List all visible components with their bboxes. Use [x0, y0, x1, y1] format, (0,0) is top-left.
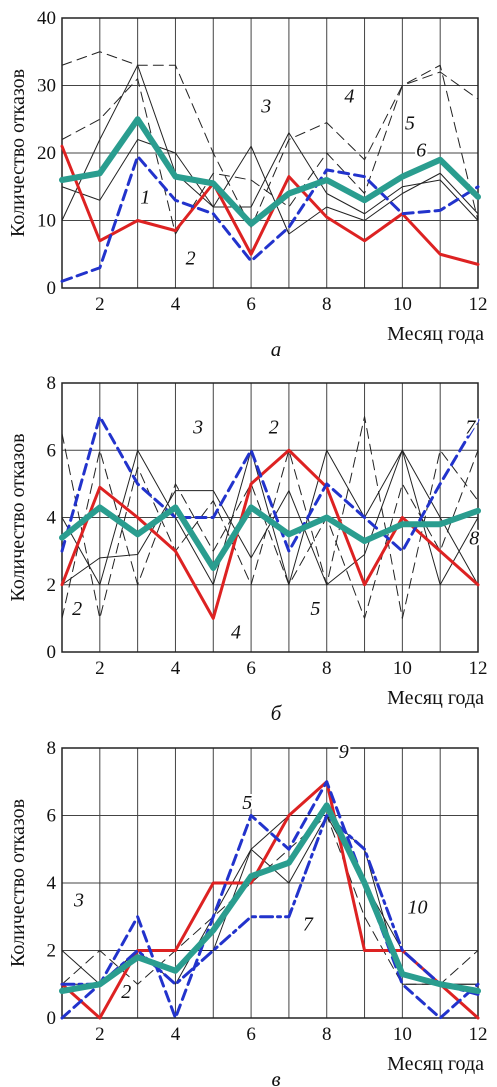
curve-number-label: 2 — [72, 598, 82, 620]
x-tick-label: 4 — [171, 1024, 181, 1045]
chart-panel-3: 0 2 4 6 8 2 4 6 8 10 12 Месяц года Количество отказо… — [7, 738, 488, 1087]
x-tick-label: 12 — [469, 658, 488, 679]
curve-number-label: 6 — [416, 139, 426, 161]
y-tick-label: 0 — [47, 1008, 57, 1029]
x-tick-label: 2 — [95, 658, 105, 679]
curve-number-label: 7 — [465, 416, 476, 438]
x-tick-label: 8 — [322, 1024, 332, 1045]
y-axis-title: Количество отказов — [7, 799, 29, 967]
series-line-2 — [60, 415, 480, 553]
y-tick-label: 2 — [47, 941, 57, 962]
y-tick-label: 20 — [37, 143, 56, 164]
y-tick-label: 6 — [47, 440, 57, 461]
x-tick-label: 12 — [469, 1024, 488, 1045]
y-tick-label: 0 — [47, 278, 57, 299]
curve-number-label: 10 — [407, 896, 427, 918]
y-tick-label: 6 — [47, 806, 57, 827]
curve-number-label: 5 — [242, 792, 252, 814]
series-line-4 — [59, 802, 481, 994]
series-line-5 — [61, 64, 479, 235]
x-tick-label: 10 — [393, 1024, 412, 1045]
curve-number-label: 3 — [73, 890, 84, 912]
curve-number-label: 3 — [192, 416, 203, 438]
series-line-7 — [61, 132, 479, 221]
y-tick-label: 10 — [37, 211, 56, 232]
x-axis-title: Месяц года — [387, 323, 484, 345]
x-tick-label: 8 — [322, 294, 332, 315]
series-line-4 — [61, 51, 479, 228]
series-line-3 — [59, 116, 481, 227]
x-tick-label: 6 — [246, 1024, 256, 1045]
curve-number-label: 9 — [339, 741, 349, 763]
curve-number-label: 3 — [260, 96, 271, 118]
series-line-3 — [60, 814, 480, 996]
x-tick-label: 6 — [246, 658, 256, 679]
series-line-6 — [61, 449, 479, 619]
x-tick-label: 4 — [171, 294, 181, 315]
x-tick-label: 2 — [95, 1024, 105, 1045]
curve-number-label: 1 — [140, 187, 150, 209]
y-tick-label: 30 — [37, 76, 56, 97]
panel-caption: а — [271, 337, 282, 361]
x-tick-label: 10 — [393, 294, 412, 315]
series-line-1 — [60, 144, 480, 266]
y-tick-label: 0 — [47, 642, 57, 663]
y-tick-label: 8 — [47, 373, 57, 394]
x-tick-label: 2 — [95, 294, 105, 315]
x-tick-label: 12 — [469, 294, 488, 315]
x-axis-title: Месяц года — [387, 1053, 484, 1075]
series-line-2 — [60, 154, 480, 283]
y-axis-title: Количество отказов — [7, 69, 29, 237]
plot-frame — [61, 17, 479, 289]
series-line-6 — [61, 64, 479, 235]
curve-number-label: 5 — [310, 598, 320, 620]
panel-caption: б — [271, 701, 283, 725]
plot-frame — [61, 747, 479, 1019]
curve-number-label: 8 — [469, 527, 479, 549]
curve-number-label: 4 — [231, 622, 241, 644]
curve-number-label: 2 — [269, 416, 279, 438]
y-tick-label: 4 — [47, 508, 57, 529]
x-axis-title: Месяц года — [387, 687, 484, 709]
curve-number-label: 7 — [303, 913, 314, 935]
curve-number-label: 2 — [121, 981, 131, 1003]
curve-number-label: 5 — [405, 112, 415, 134]
y-tick-label: 8 — [47, 738, 57, 759]
curve-number-label: 2 — [186, 247, 196, 269]
y-tick-label: 2 — [47, 575, 57, 596]
curve-number-label: 4 — [344, 85, 354, 107]
x-tick-label: 4 — [171, 658, 181, 679]
y-axis-title: Количество отказов — [7, 433, 29, 601]
x-tick-label: 6 — [246, 294, 256, 315]
y-tick-label: 40 — [37, 8, 56, 29]
x-tick-label: 10 — [393, 658, 412, 679]
x-tick-label: 8 — [322, 658, 332, 679]
series-line-2 — [60, 780, 480, 1020]
panel-caption: в — [271, 1067, 280, 1087]
y-tick-label: 4 — [47, 873, 57, 894]
series-line-3 — [59, 504, 481, 571]
